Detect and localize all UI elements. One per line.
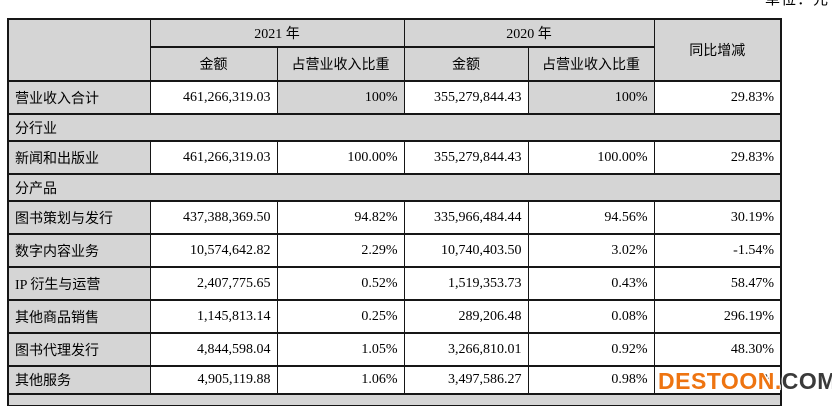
cell-yoy: 58.47% [653,266,782,301]
row-label: IP 衍生与运营 [7,266,151,301]
section-row-cutoff [7,393,782,406]
cell-amount-2021: 461,266,319.03 [149,80,278,115]
header-cell-year-2020: 2020 年 [403,18,655,48]
cell-share-2020: 0.98% [527,365,655,395]
cell-yoy: 29.83% [653,140,782,175]
cell-share-2020: 3.02% [527,233,655,268]
cell-amount-2020: 335,966,484.44 [403,200,529,235]
cell-amount-2021: 4,905,119.88 [149,365,278,395]
section-row-by-industry: 分行业 [7,113,782,142]
cell-amount-2020: 3,266,810.01 [403,332,529,367]
unit-label: 单位：元 [764,0,829,8]
table-row-ip-derivatives: IP 衍生与运营 2,407,775.65 0.52% 1,519,353.73… [7,266,782,301]
cell-yoy: -1.54% [653,233,782,268]
row-label: 其他商品销售 [7,299,151,334]
table-row-news-publishing: 新闻和出版业 461,266,319.03 100.00% 355,279,84… [7,140,782,175]
watermark-dot: . [774,368,782,394]
table-row-other-services: 其他服务 4,905,119.88 1.06% 3,497,586.27 0.9… [7,365,782,395]
cell-share-2020: 100.00% [527,140,655,175]
table-row-total-revenue: 营业收入合计 461,266,319.03 100% 355,279,844.4… [7,80,782,115]
cell-amount-2021: 461,266,319.03 [149,140,278,175]
header-row-measures: 金额 占营业收入比重 金额 占营业收入比重 [8,46,781,82]
cell-amount-2021: 1,145,813.14 [149,299,278,334]
cell-amount-2021: 2,407,775.65 [149,266,278,301]
header-cell-share-2021: 占营业收入比重 [276,46,405,82]
cell-share-2021: 94.82% [276,200,405,235]
section-label: 分产品 [7,173,782,202]
cell-share-2020: 0.08% [527,299,655,334]
table-row-book-planning: 图书策划与发行 437,388,369.50 94.82% 335,966,48… [7,200,782,235]
section-label: 分行业 [7,113,782,142]
cell-yoy-obscured: % [653,365,782,395]
row-label: 数字内容业务 [7,233,151,268]
row-label: 其他服务 [7,365,151,395]
header-cell-yoy: 同比增减 [653,18,782,82]
cell-yoy: 48.30% [653,332,782,367]
cell-share-2021: 100% [276,80,405,115]
cell-amount-2020: 355,279,844.43 [403,140,529,175]
row-label: 营业收入合计 [7,80,151,115]
cell-share-2021: 0.25% [276,299,405,334]
row-label: 图书代理发行 [7,332,151,367]
header-cell-share-2020: 占营业收入比重 [527,46,655,82]
cell-share-2020: 0.43% [527,266,655,301]
cell-yoy: 29.83% [653,80,782,115]
section-label-cutoff [7,393,782,406]
watermark-suffix: COM [781,368,832,394]
cell-amount-2021: 4,844,598.04 [149,332,278,367]
cell-share-2020: 94.56% [527,200,655,235]
destoon-watermark: DESTOON.COM [658,369,832,393]
row-label: 新闻和出版业 [7,140,151,175]
cell-amount-2020: 3,497,586.27 [403,365,529,395]
cell-yoy: 30.19% [653,200,782,235]
cell-yoy: 296.19% [653,299,782,334]
cell-share-2021: 100.00% [276,140,405,175]
header-cell-amount-2020: 金额 [403,46,529,82]
cell-share-2020: 100% [527,80,655,115]
row-label: 图书策划与发行 [7,200,151,235]
revenue-breakdown-table: 2021 年 2020 年 同比增减 金额 占营业收入比重 金额 占营业收入比重… [7,18,782,406]
cell-share-2020: 0.92% [527,332,655,367]
header-cell-amount-2021: 金额 [149,46,278,82]
cell-amount-2020: 289,206.48 [403,299,529,334]
cell-share-2021: 0.52% [276,266,405,301]
watermark-prefix: DESTOON [658,368,775,394]
cell-share-2021: 2.29% [276,233,405,268]
header-row-years: 2021 年 2020 年 同比增减 [7,18,782,82]
cell-share-2021: 1.05% [276,332,405,367]
cell-amount-2020: 1,519,353.73 [403,266,529,301]
table-row-book-agency: 图书代理发行 4,844,598.04 1.05% 3,266,810.01 0… [7,332,782,367]
cell-amount-2021: 10,574,642.82 [149,233,278,268]
table-row-digital-content: 数字内容业务 10,574,642.82 2.29% 10,740,403.50… [7,233,782,268]
header-cell-empty [7,18,151,82]
cell-amount-2020: 355,279,844.43 [403,80,529,115]
cell-share-2021: 1.06% [276,365,405,395]
header-cell-year-2021: 2021 年 [149,18,405,48]
cell-amount-2020: 10,740,403.50 [403,233,529,268]
cell-amount-2021: 437,388,369.50 [149,200,278,235]
table-row-other-goods: 其他商品销售 1,145,813.14 0.25% 289,206.48 0.0… [7,299,782,334]
section-row-by-product: 分产品 [7,173,782,202]
